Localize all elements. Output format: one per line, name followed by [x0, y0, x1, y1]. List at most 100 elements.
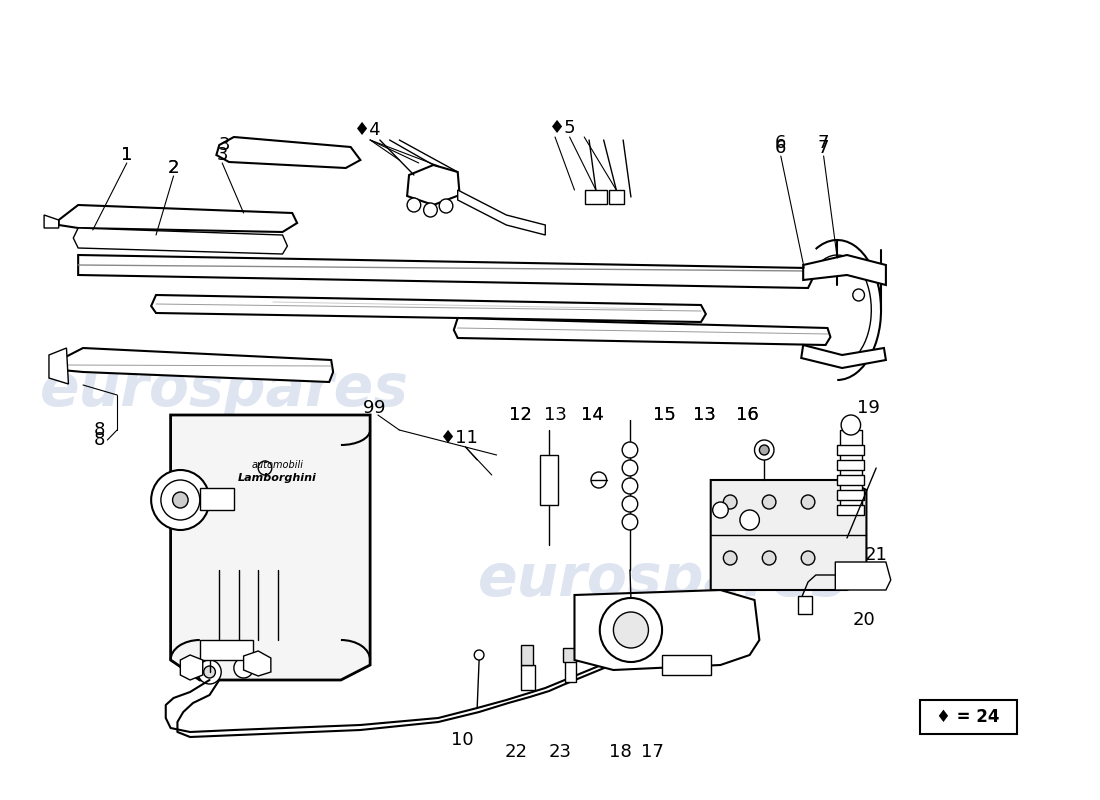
Text: 2: 2: [168, 159, 179, 177]
Polygon shape: [151, 295, 706, 322]
Bar: [540, 455, 558, 505]
Circle shape: [161, 480, 200, 520]
Text: 12: 12: [508, 406, 531, 424]
Circle shape: [439, 199, 453, 213]
Text: Lamborghini: Lamborghini: [239, 473, 317, 483]
Polygon shape: [44, 215, 58, 228]
Polygon shape: [799, 596, 812, 614]
Text: 9: 9: [362, 399, 374, 417]
Bar: [200, 488, 234, 510]
Text: 6: 6: [776, 139, 786, 157]
Circle shape: [600, 598, 662, 662]
Text: 10: 10: [451, 731, 474, 749]
Text: 19: 19: [857, 399, 880, 417]
Text: 16: 16: [736, 406, 759, 424]
Circle shape: [198, 660, 221, 684]
Text: 7: 7: [818, 134, 829, 152]
Circle shape: [724, 551, 737, 565]
Text: 13: 13: [543, 406, 566, 424]
Circle shape: [623, 460, 638, 476]
Text: 13: 13: [693, 406, 716, 424]
Bar: [585, 190, 606, 204]
Text: 17: 17: [641, 743, 663, 761]
Circle shape: [801, 495, 815, 509]
Bar: [521, 665, 535, 690]
Polygon shape: [170, 415, 370, 680]
Text: 8: 8: [94, 431, 106, 449]
Circle shape: [173, 492, 188, 508]
Polygon shape: [801, 345, 886, 368]
Polygon shape: [50, 348, 68, 384]
Circle shape: [591, 472, 606, 488]
Circle shape: [234, 658, 253, 678]
Text: 3: 3: [219, 136, 230, 154]
Text: 8: 8: [94, 421, 106, 439]
Circle shape: [623, 478, 638, 494]
Polygon shape: [631, 632, 660, 652]
Text: automobili: automobili: [252, 460, 304, 470]
Text: 2: 2: [168, 159, 179, 177]
Polygon shape: [78, 255, 813, 288]
Circle shape: [762, 551, 776, 565]
Text: 7: 7: [818, 139, 829, 157]
Bar: [564, 660, 576, 682]
Polygon shape: [243, 651, 271, 676]
Text: 1: 1: [121, 146, 132, 164]
Text: 12: 12: [508, 406, 531, 424]
Polygon shape: [454, 318, 830, 345]
Bar: [837, 490, 865, 500]
Text: 23: 23: [549, 743, 571, 761]
Bar: [920, 700, 1018, 734]
Polygon shape: [180, 655, 202, 680]
Text: ♦ = 24: ♦ = 24: [936, 708, 1000, 726]
Circle shape: [609, 646, 627, 664]
Circle shape: [759, 445, 769, 455]
Circle shape: [623, 496, 638, 512]
Bar: [837, 505, 865, 515]
Circle shape: [614, 612, 648, 648]
Circle shape: [755, 440, 774, 460]
Bar: [837, 475, 865, 485]
Circle shape: [740, 510, 759, 530]
Text: 20: 20: [854, 611, 876, 629]
Text: 13: 13: [693, 406, 716, 424]
Circle shape: [713, 502, 728, 518]
Bar: [662, 655, 711, 675]
Circle shape: [724, 495, 737, 509]
Polygon shape: [711, 480, 867, 590]
Polygon shape: [803, 255, 886, 285]
Bar: [521, 645, 532, 665]
Bar: [200, 640, 253, 660]
Text: 3: 3: [217, 146, 228, 164]
Bar: [608, 190, 624, 204]
Text: ♦5: ♦5: [549, 119, 576, 137]
Circle shape: [852, 289, 865, 301]
Text: 14: 14: [581, 406, 604, 424]
Text: 9: 9: [374, 399, 386, 417]
Bar: [837, 460, 865, 470]
Polygon shape: [407, 165, 460, 205]
Bar: [837, 445, 865, 455]
Text: 1: 1: [121, 146, 132, 164]
Circle shape: [474, 650, 484, 660]
Circle shape: [424, 203, 438, 217]
Circle shape: [623, 442, 638, 458]
Text: eurospares: eurospares: [40, 362, 408, 418]
Bar: [563, 648, 576, 662]
Text: 18: 18: [608, 743, 631, 761]
Polygon shape: [835, 562, 891, 590]
Text: 21: 21: [865, 546, 888, 564]
Bar: [840, 430, 861, 510]
Circle shape: [623, 514, 638, 530]
Polygon shape: [62, 348, 333, 382]
Circle shape: [801, 551, 815, 565]
Text: ♦11: ♦11: [440, 429, 480, 447]
Circle shape: [407, 198, 420, 212]
Circle shape: [151, 470, 209, 530]
Polygon shape: [74, 228, 287, 254]
Polygon shape: [217, 137, 361, 168]
Polygon shape: [458, 190, 546, 235]
Text: 22: 22: [505, 743, 528, 761]
Text: 16: 16: [736, 406, 759, 424]
Text: 15: 15: [652, 406, 675, 424]
